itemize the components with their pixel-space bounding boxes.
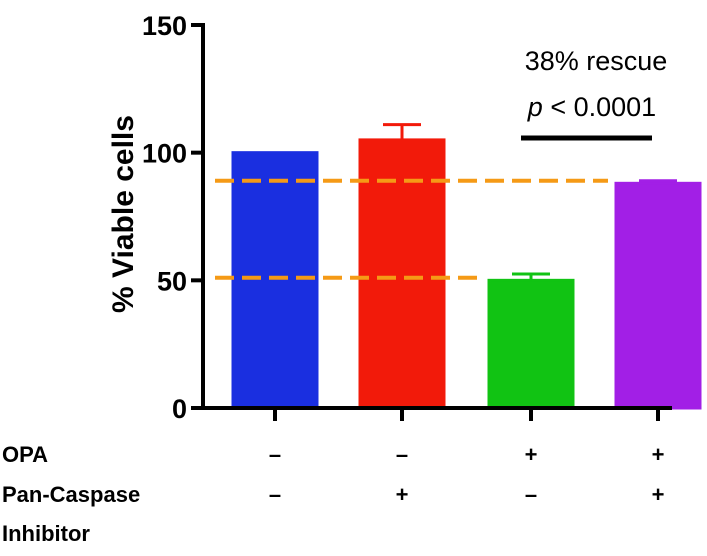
condition-2-mark-1: – bbox=[269, 482, 281, 507]
y-tick-label-150: 150 bbox=[142, 11, 187, 41]
bar-1 bbox=[231, 151, 319, 410]
annotation-p-symbol: p bbox=[527, 92, 543, 122]
bar-3 bbox=[487, 278, 575, 410]
condition-label-2-line-2: Inhibitor bbox=[2, 521, 90, 546]
y-tick-label-50: 50 bbox=[157, 266, 187, 296]
bar-4 bbox=[614, 181, 702, 410]
annotation-pvalue: p < 0.0001 bbox=[527, 92, 656, 122]
y-axis-label: % Viable cells bbox=[107, 115, 140, 313]
annotation-p-value: < 0.0001 bbox=[543, 92, 656, 122]
y-tick-label-0: 0 bbox=[172, 394, 187, 424]
condition-1-mark-1: – bbox=[269, 442, 281, 467]
axes-layer: 0 50 100 150 bbox=[142, 11, 672, 424]
condition-1-mark-4: + bbox=[652, 442, 665, 467]
condition-label-2-line-1: Pan-Caspase bbox=[2, 482, 140, 507]
annotation-rescue: 38% rescue bbox=[525, 46, 668, 76]
condition-1-mark-2: – bbox=[396, 442, 408, 467]
reference-lines-layer bbox=[215, 178, 608, 280]
annotation-layer: 38% rescue p < 0.0001 bbox=[521, 46, 668, 141]
condition-label-1-line-1: OPA bbox=[2, 442, 48, 467]
bars-layer bbox=[231, 123, 702, 410]
condition-1-mark-3: + bbox=[525, 442, 538, 467]
condition-2-mark-2: + bbox=[396, 482, 409, 507]
condition-2-mark-4: + bbox=[652, 482, 665, 507]
y-tick-label-100: 100 bbox=[142, 139, 187, 169]
bar-2 bbox=[358, 138, 446, 410]
conditions-layer: OPA – – + + Pan-Caspase Inhibitor – + – + bbox=[2, 442, 664, 546]
condition-2-mark-3: – bbox=[525, 482, 537, 507]
